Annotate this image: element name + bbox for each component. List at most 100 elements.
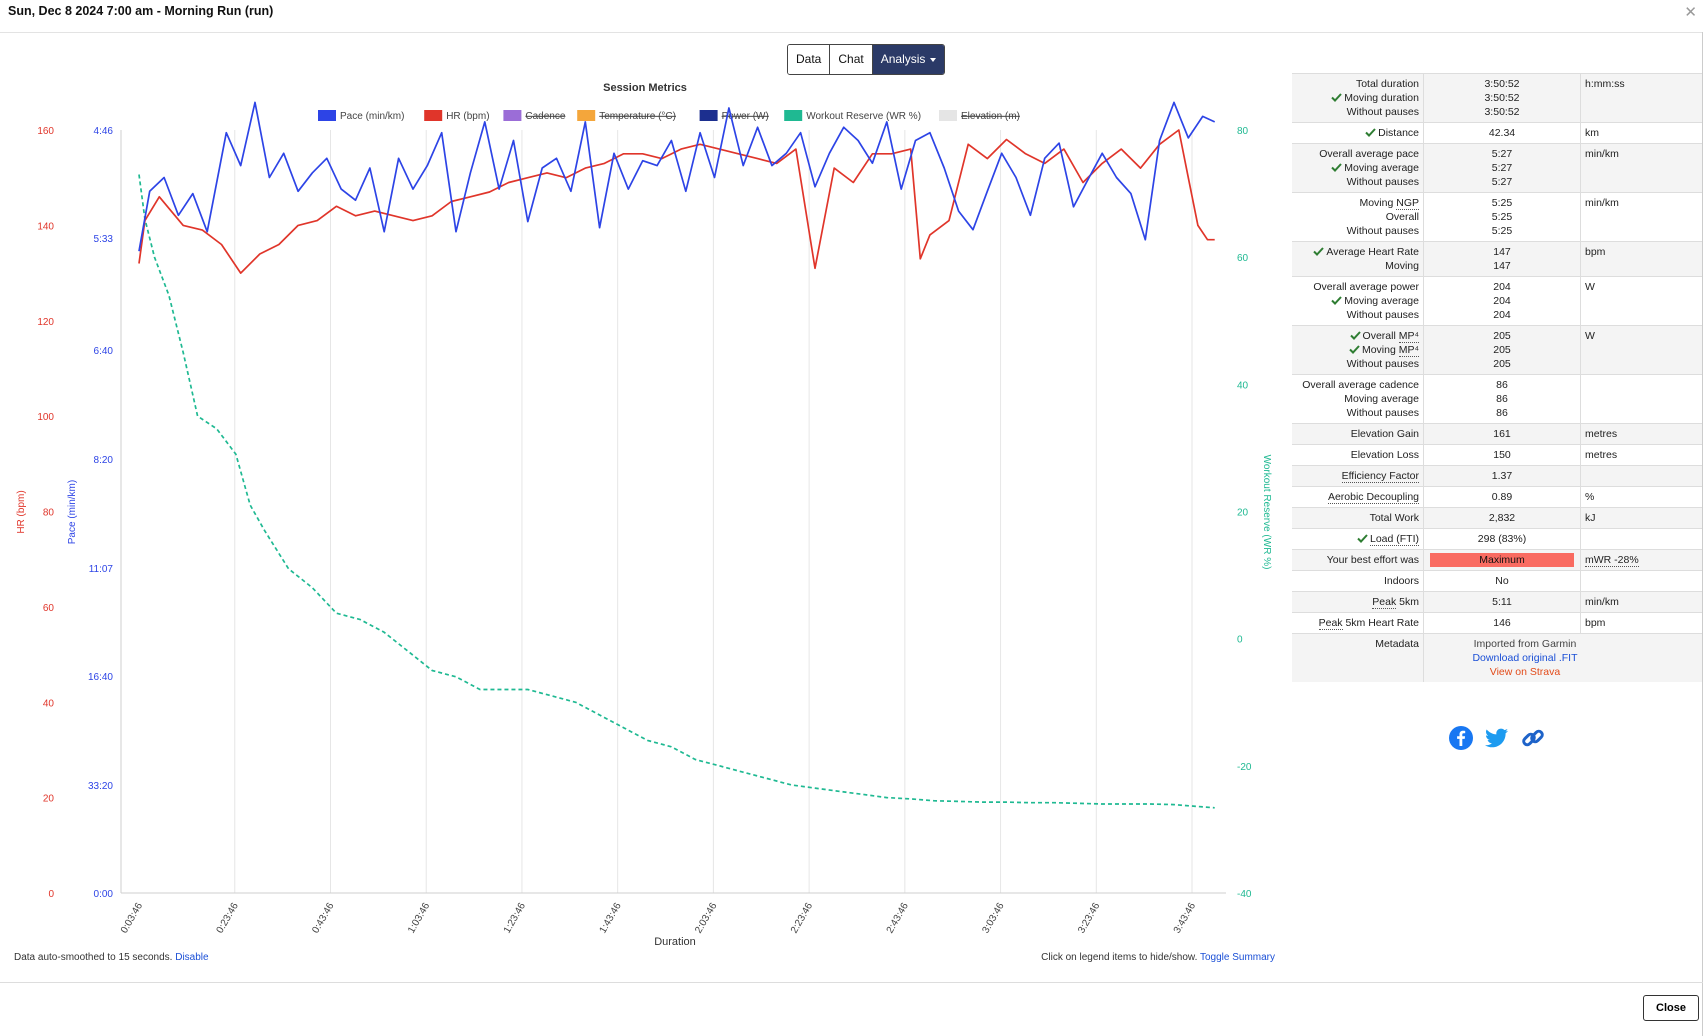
reserve-tick-label: 80: [1237, 126, 1249, 137]
summary-value: 298 (83%): [1423, 528, 1581, 550]
view-tabs: Data Chat Analysis: [787, 44, 946, 75]
close-icon[interactable]: ✕: [1684, 4, 1697, 21]
check-icon: [1365, 128, 1376, 137]
tab-chat[interactable]: Chat: [830, 45, 873, 74]
summary-row: Overall average power Moving average Witho…: [1292, 276, 1702, 326]
summary-row: Overall average pace Moving average Withou…: [1292, 143, 1702, 193]
summary-value: 146: [1423, 612, 1581, 634]
session-metrics-chart: Session Metrics Pace (min/km) HR (bpm) Cade…: [16, 82, 1272, 948]
pace-tick-label: 0:00: [94, 889, 114, 900]
hr-tick-label: 160: [37, 126, 54, 137]
close-button[interactable]: Close: [1643, 995, 1699, 1021]
legend-label: Temperature (°C): [599, 111, 676, 122]
summary-unit: W: [1580, 276, 1702, 326]
disable-smoothing-link[interactable]: Disable: [175, 952, 209, 963]
summary-row: Average Heart Rate Moving 147 147 bpm: [1292, 241, 1702, 277]
summary-row: Peak 5km 5:11 min/km: [1292, 591, 1702, 613]
x-tick-label: 3:23:46: [1076, 901, 1102, 936]
check-icon: [1331, 163, 1343, 172]
summary-value: 5:27 5:27 5:27: [1423, 143, 1581, 193]
summary-unit: metres: [1580, 423, 1702, 445]
summary-unit: km: [1580, 122, 1702, 144]
summary-label: Average Heart Rate Moving: [1292, 241, 1424, 277]
modal-header: Sun, Dec 8 2024 7:00 am - Morning Run (r…: [0, 0, 1703, 33]
summary-label: Distance: [1292, 122, 1424, 144]
x-tick-label: 3:43:46: [1172, 901, 1198, 936]
summary-row: Distance 42.34 km: [1292, 122, 1702, 144]
legend-item[interactable]: Temperature (°C): [577, 110, 676, 122]
legend-item[interactable]: Pace (min/km): [318, 110, 404, 122]
pace-tick-label: 4:46: [94, 126, 114, 137]
summary-value: 3:50:52 3:50:52 3:50:52: [1423, 73, 1581, 123]
pace-tick-label: 11:07: [89, 564, 114, 575]
link-icon[interactable]: [1520, 725, 1546, 751]
summary-value: No: [1423, 570, 1581, 592]
legend-hint: Click on legend items to hide/show. Togg…: [1041, 952, 1275, 963]
legend-swatch: [939, 110, 957, 121]
hr-tick-label: 0: [48, 889, 54, 900]
legend-label: Power (W): [722, 111, 769, 122]
legend-swatch: [503, 110, 522, 121]
x-tick-label: 3:03:46: [980, 901, 1006, 936]
x-tick-label: 1:43:46: [598, 901, 624, 936]
check-icon: [1357, 534, 1368, 543]
metadata-cell: Imported from Garmin Download original .F…: [1423, 633, 1702, 682]
hr-tick-label: 60: [43, 603, 55, 614]
summary-unit: W: [1580, 325, 1702, 375]
check-icon: [1331, 93, 1343, 102]
legend-item[interactable]: HR (bpm): [424, 110, 490, 122]
pace-tick-label: 5:33: [94, 234, 114, 245]
summary-value: 5:25 5:25 5:25: [1423, 192, 1581, 242]
summary-label: Indoors: [1292, 570, 1424, 592]
summary-label: Total duration Moving duration Without pau…: [1292, 73, 1424, 123]
facebook-icon[interactable]: [1448, 725, 1474, 751]
legend-item[interactable]: Elevation (m): [939, 110, 1020, 122]
summary-label: Efficiency Factor: [1292, 465, 1424, 487]
x-tick-label: 1:23:46: [502, 901, 528, 936]
legend-label: Elevation (m): [961, 111, 1020, 122]
tab-analysis[interactable]: Analysis: [872, 45, 945, 74]
pace-tick-label: 8:20: [94, 455, 114, 466]
tab-data[interactable]: Data: [788, 45, 831, 74]
summary-unit: h:mm:ss: [1580, 73, 1702, 123]
legend-item[interactable]: Cadence: [503, 110, 566, 122]
hr-tick-label: 20: [43, 794, 55, 805]
x-tick-label: 2:43:46: [885, 901, 911, 936]
summary-label: Moving NGP Overall Without pauses: [1292, 192, 1424, 242]
summary-label: Overall average power Moving average Witho…: [1292, 276, 1424, 326]
summary-value: 204 204 204: [1423, 276, 1581, 326]
summary-value: 2,832: [1423, 507, 1581, 529]
summary-row: Your best effort was Maximum mWR -28%: [1292, 549, 1702, 571]
pace-tick-label: 33:20: [88, 781, 113, 792]
effort-badge: Maximum: [1430, 553, 1574, 567]
legend-hint-text: Click on legend items to hide/show.: [1041, 952, 1198, 963]
summary-row: Load (FTI) 298 (83%): [1292, 528, 1702, 550]
summary-label: Elevation Gain: [1292, 423, 1424, 445]
summary-row: Efficiency Factor 1.37: [1292, 465, 1702, 487]
summary-row: Elevation Loss 150 metres: [1292, 444, 1702, 466]
summary-label: Total Work: [1292, 507, 1424, 529]
summary-row: Elevation Gain 161 metres: [1292, 423, 1702, 445]
twitter-icon[interactable]: [1484, 725, 1510, 751]
legend-item[interactable]: Workout Reserve (WR %): [784, 110, 921, 122]
reserve-tick-label: 20: [1237, 508, 1249, 519]
summary-row: Total duration Moving duration Without pau…: [1292, 73, 1702, 123]
legend-label: Pace (min/km): [340, 111, 404, 122]
download-fit-link[interactable]: Download original .FIT: [1472, 652, 1578, 664]
summary-unit: %: [1580, 486, 1702, 508]
summary-label: Load (FTI): [1292, 528, 1424, 550]
legend-item[interactable]: Power (W): [699, 110, 769, 122]
hr-line: [138, 129, 1215, 274]
summary-table: Total duration Moving duration Without pau…: [1292, 73, 1702, 682]
summary-label: Overall average cadence Moving average Wit…: [1292, 374, 1424, 424]
summary-unit: [1580, 465, 1702, 487]
x-axis-title: Duration: [654, 936, 696, 948]
summary-value: 205 205 205: [1423, 325, 1581, 375]
summary-unit: bpm: [1580, 612, 1702, 634]
hr-tick-label: 140: [37, 221, 54, 232]
view-on-strava-link[interactable]: View on Strava: [1489, 666, 1561, 678]
summary-unit: min/km: [1580, 591, 1702, 613]
toggle-summary-link[interactable]: Toggle Summary: [1199, 952, 1275, 963]
x-tick-label: 2:23:46: [789, 901, 815, 936]
imported-from: Imported from Garmin: [1473, 638, 1577, 650]
